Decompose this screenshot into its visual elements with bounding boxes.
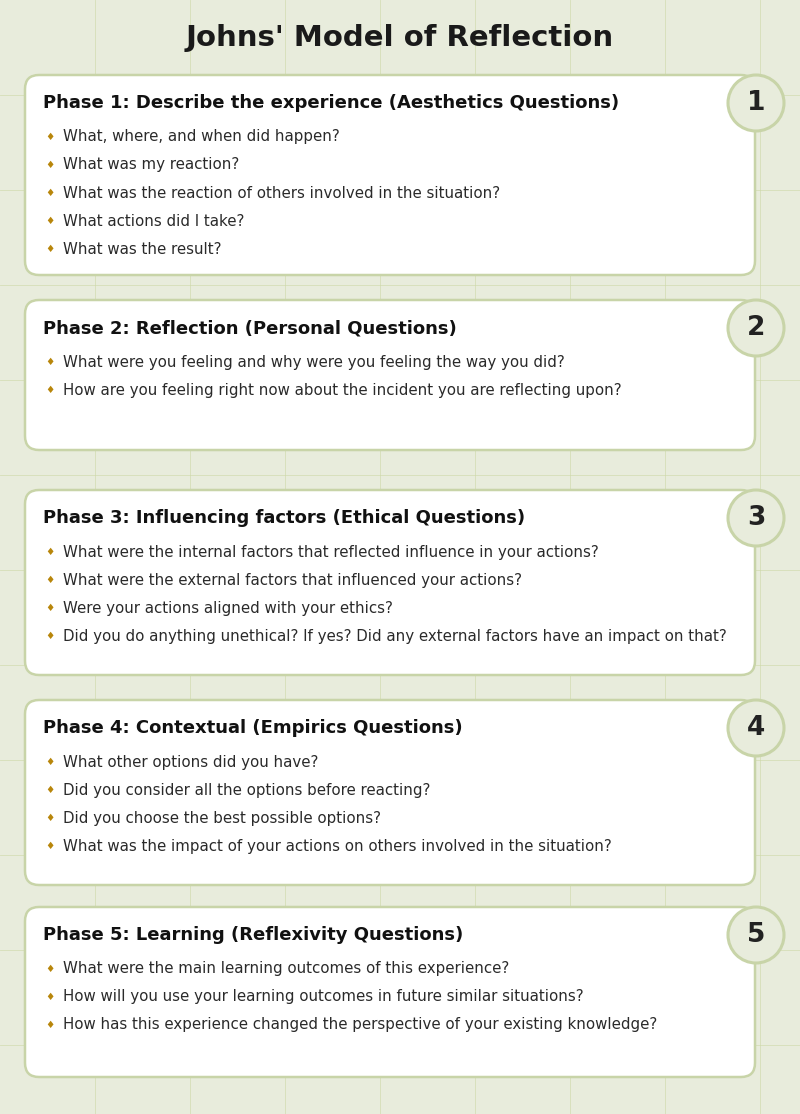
FancyBboxPatch shape [25,490,755,675]
Text: ♦: ♦ [45,841,54,851]
Text: How are you feeling right now about the incident you are reflecting upon?: How are you feeling right now about the … [63,382,622,398]
Text: ♦: ♦ [45,1020,54,1030]
Text: ♦: ♦ [45,160,54,170]
FancyBboxPatch shape [25,907,755,1077]
Circle shape [728,75,784,131]
Text: ♦: ♦ [45,547,54,557]
Text: ♦: ♦ [45,244,54,254]
Text: What were the main learning outcomes of this experience?: What were the main learning outcomes of … [63,961,510,977]
Text: Phase 3: Influencing factors (Ethical Questions): Phase 3: Influencing factors (Ethical Qu… [43,509,525,527]
Text: What other options did you have?: What other options did you have? [63,754,318,770]
Text: Were your actions aligned with your ethics?: Were your actions aligned with your ethi… [63,600,393,616]
Text: What was my reaction?: What was my reaction? [63,157,239,173]
Text: How will you use your learning outcomes in future similar situations?: How will you use your learning outcomes … [63,989,584,1005]
Text: Phase 2: Reflection (Personal Questions): Phase 2: Reflection (Personal Questions) [43,319,457,338]
Text: What was the impact of your actions on others involved in the situation?: What was the impact of your actions on o… [63,839,612,853]
Text: What were the external factors that influenced your actions?: What were the external factors that infl… [63,573,522,587]
Text: ♦: ♦ [45,575,54,585]
Text: ♦: ♦ [45,758,54,768]
Text: Did you do anything unethical? If yes? Did any external factors have an impact o: Did you do anything unethical? If yes? D… [63,628,726,644]
Text: Johns' Model of Reflection: Johns' Model of Reflection [186,25,614,52]
Text: Phase 5: Learning (Reflexivity Questions): Phase 5: Learning (Reflexivity Questions… [43,926,463,944]
Text: ♦: ♦ [45,964,54,974]
Text: ♦: ♦ [45,188,54,198]
Text: What was the reaction of others involved in the situation?: What was the reaction of others involved… [63,186,500,201]
Circle shape [728,907,784,962]
Text: ♦: ♦ [45,785,54,795]
Text: ♦: ♦ [45,991,54,1001]
Text: 1: 1 [746,90,766,116]
Circle shape [728,700,784,756]
Text: What actions did I take?: What actions did I take? [63,214,244,228]
Text: 2: 2 [747,315,765,341]
Circle shape [728,490,784,546]
FancyBboxPatch shape [25,300,755,450]
Text: Did you choose the best possible options?: Did you choose the best possible options… [63,811,381,825]
Circle shape [728,300,784,356]
Text: 5: 5 [747,922,765,948]
Text: ♦: ♦ [45,216,54,226]
Text: What was the result?: What was the result? [63,242,222,256]
Text: Did you consider all the options before reacting?: Did you consider all the options before … [63,782,430,798]
Text: Phase 1: Describe the experience (Aesthetics Questions): Phase 1: Describe the experience (Aesthe… [43,94,619,113]
Text: ♦: ♦ [45,131,54,141]
Text: What were the internal factors that reflected influence in your actions?: What were the internal factors that refl… [63,545,598,559]
FancyBboxPatch shape [25,75,755,275]
Text: ♦: ♦ [45,356,54,367]
Text: How has this experience changed the perspective of your existing knowledge?: How has this experience changed the pers… [63,1017,658,1033]
Text: ♦: ♦ [45,813,54,823]
Text: 4: 4 [747,715,765,741]
Text: ♦: ♦ [45,603,54,613]
FancyBboxPatch shape [25,700,755,885]
Text: What were you feeling and why were you feeling the way you did?: What were you feeling and why were you f… [63,354,565,370]
Text: ♦: ♦ [45,631,54,641]
Text: What, where, and when did happen?: What, where, and when did happen? [63,129,340,145]
Text: Phase 4: Contextual (Empirics Questions): Phase 4: Contextual (Empirics Questions) [43,719,462,737]
Text: ♦: ♦ [45,385,54,395]
Text: 3: 3 [747,505,765,531]
